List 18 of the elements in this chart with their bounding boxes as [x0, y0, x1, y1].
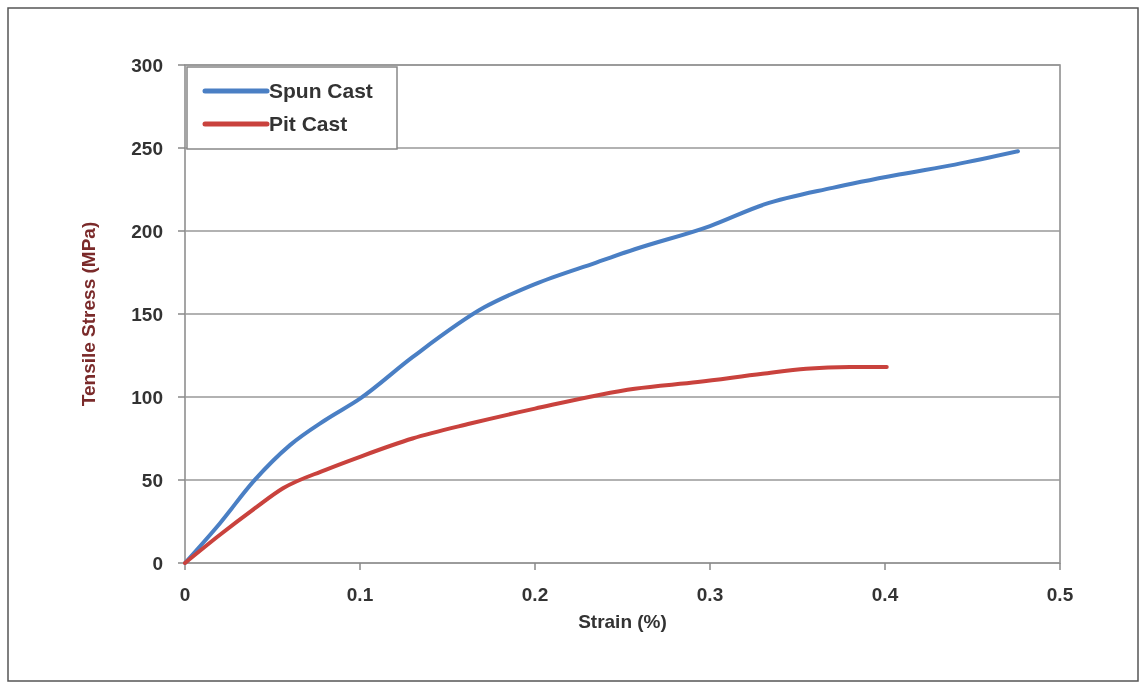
x-tick-label: 0.2: [521, 584, 549, 605]
x-tick-label: 0.5: [1046, 584, 1074, 605]
legend-label: Pit Cast: [269, 112, 348, 135]
y-axis-title: Tensile Stress (MPa): [78, 221, 99, 407]
x-axis-title: Strain (%): [578, 611, 667, 632]
x-tick-label: 0.4: [871, 584, 899, 605]
y-tick-label: 250: [131, 138, 163, 159]
line-series: [183, 365, 889, 565]
x-tick-label: 0: [179, 584, 191, 605]
y-tick-label: 300: [131, 55, 163, 76]
x-tick-label: 0.3: [696, 584, 724, 605]
y-tick-label: 0: [152, 553, 163, 574]
y-tick-label: 150: [131, 304, 163, 325]
y-tick-label: 50: [141, 470, 163, 491]
legend-label: Spun Cast: [269, 79, 373, 102]
y-tick-label: 100: [131, 387, 163, 408]
x-tick-label: 0.1: [346, 584, 374, 605]
y-tick-label: 200: [131, 221, 163, 242]
